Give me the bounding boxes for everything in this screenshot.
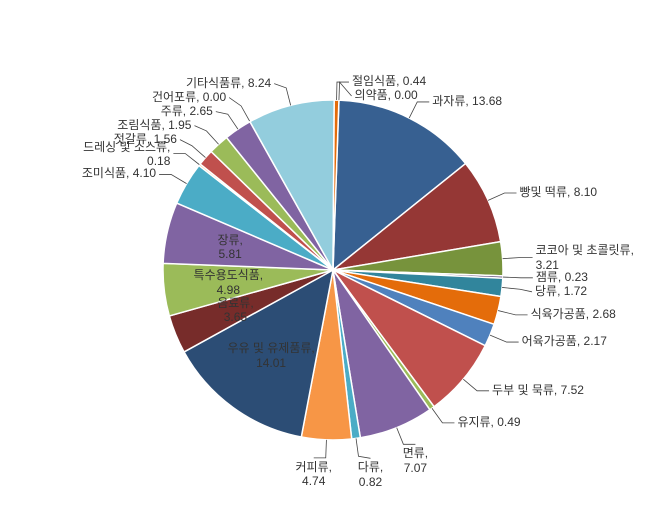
slice-label-text: 음료류,	[217, 296, 253, 310]
slice-label-text: 유지류,	[457, 415, 497, 429]
slice-label-text: 특수용도식품,	[194, 268, 264, 282]
slice-label: 조미식품, 4.10	[82, 166, 156, 180]
slice-label-value: 5.81	[218, 247, 241, 261]
slice-label: 과자류, 13.68	[432, 94, 502, 108]
slice-label: 커피류,4.74	[295, 460, 331, 489]
slice-label-value: 8.10	[574, 185, 597, 199]
leader-line	[194, 126, 218, 145]
leader-line	[490, 335, 519, 342]
slice-label-text: 건어포류,	[152, 90, 203, 104]
slice-label-value: 0.23	[565, 270, 588, 284]
slice-label-text: 조림식품,	[117, 118, 168, 132]
slice-label-value: 0.00	[203, 90, 226, 104]
slice-label: 면류,7.07	[403, 446, 428, 475]
slice-label-value: 0.82	[359, 475, 382, 489]
slice-label: 우유 및 유제품류,14.01	[227, 341, 314, 370]
slice-label: 특수용도식품,4.98	[194, 268, 264, 297]
leader-line	[502, 287, 532, 291]
leader-line	[173, 154, 199, 165]
leader-line	[339, 82, 352, 100]
slice-label-value: 2.17	[584, 334, 607, 348]
leader-line	[397, 428, 416, 445]
slice-label: 기타식품류, 8.24	[186, 76, 271, 90]
slice-label-value: 13.68	[472, 94, 502, 108]
slice-label-value: 7.52	[561, 383, 584, 397]
leader-line	[463, 379, 489, 391]
slice-label: 조림식품, 1.95	[117, 118, 191, 132]
slice-label-value: 3.65	[224, 310, 247, 324]
slice-label-value: 0.49	[497, 415, 520, 429]
slice-label-text: 커피류,	[295, 460, 331, 474]
leader-line	[159, 174, 187, 183]
slice-label: 식육가공품, 2.68	[531, 307, 616, 321]
slice-label: 당류, 1.72	[535, 284, 587, 298]
slice-label: 두부 및 묵류, 7.52	[492, 383, 584, 397]
leader-line	[180, 140, 206, 158]
slice-label: 유지류, 0.49	[457, 415, 520, 429]
leader-line	[503, 257, 533, 258]
slice-label: 어육가공품, 2.17	[522, 334, 607, 348]
slice-label: 의약품, 0.00	[355, 88, 418, 102]
leader-line	[503, 277, 533, 278]
slice-label-text: 잼류,	[536, 270, 565, 284]
pie-chart-container: 과자류, 13.68 빵및 떡류, 8.10 코코아 및 초콜릿류,3.21잼류, …	[0, 0, 666, 525]
slice-label: 잼류, 0.23	[536, 270, 588, 284]
slice-label-text: 우유 및 유제품류,	[227, 341, 314, 355]
slice-label-value: 0.18	[147, 154, 170, 168]
slice-label-text: 면류,	[403, 446, 428, 460]
slice-label-text: 다류,	[358, 460, 383, 474]
slice-label-text: 두부 및 묵류,	[492, 383, 561, 397]
slice-label: 주류, 2.65	[161, 104, 213, 118]
leader-line	[229, 98, 250, 122]
leader-line	[409, 102, 429, 118]
slice-label-value: 0.44	[403, 74, 426, 88]
slice-label-value: 2.65	[189, 104, 212, 118]
slice-label-value: 4.10	[133, 166, 156, 180]
slice-label-text: 어육가공품,	[522, 334, 584, 348]
slice-label: 건어포류, 0.00	[152, 90, 226, 104]
slice-label-text: 식육가공품,	[531, 307, 593, 321]
slice-label: 빵및 떡류, 8.10	[520, 185, 598, 199]
slice-label: 음료류,3.65	[217, 296, 253, 325]
slice-label-text: 젓갈류,	[114, 132, 154, 146]
slice-label-text: 장류,	[217, 233, 242, 247]
leader-line	[216, 112, 238, 129]
slice-label-value: 1.72	[564, 284, 587, 298]
slice-label: 절임식품, 0.44	[352, 74, 426, 88]
leader-line	[356, 438, 370, 458]
slice-label-text: 빵및 떡류,	[520, 185, 574, 199]
leader-line	[314, 440, 327, 458]
slice-label: 다류,0.82	[358, 460, 383, 489]
slice-label-text: 절임식품,	[352, 74, 403, 88]
slice-label-value: 0.00	[394, 88, 417, 102]
slice-label-value: 4.74	[302, 474, 325, 488]
leader-line	[488, 193, 516, 200]
slice-label-value: 2.68	[592, 307, 615, 321]
slice-label-value: 1.95	[168, 118, 191, 132]
slice-label: 젓갈류, 1.56	[114, 132, 177, 146]
leader-line	[274, 84, 290, 106]
leader-line	[498, 311, 527, 315]
slice-label-value: 1.56	[154, 132, 177, 146]
slice-label-text: 과자류,	[432, 94, 472, 108]
leader-line	[432, 408, 454, 423]
slice-label-text: 당류,	[535, 284, 564, 298]
slice-label-value: 7.07	[404, 461, 427, 475]
slice-label-text: 기타식품류,	[186, 76, 248, 90]
slice-label-value: 8.24	[248, 76, 271, 90]
slice-label-text: 의약품,	[355, 88, 395, 102]
slice-label-value: 4.98	[217, 283, 240, 297]
slice-label: 코코아 및 초콜릿류,3.21	[536, 243, 634, 272]
slice-label-text: 코코아 및 초콜릿류,	[536, 243, 634, 257]
slice-label-text: 주류,	[161, 104, 190, 118]
slice-label-value: 14.01	[256, 356, 286, 370]
slice-label: 장류,5.81	[217, 233, 242, 262]
slice-label-text: 조미식품,	[82, 166, 133, 180]
